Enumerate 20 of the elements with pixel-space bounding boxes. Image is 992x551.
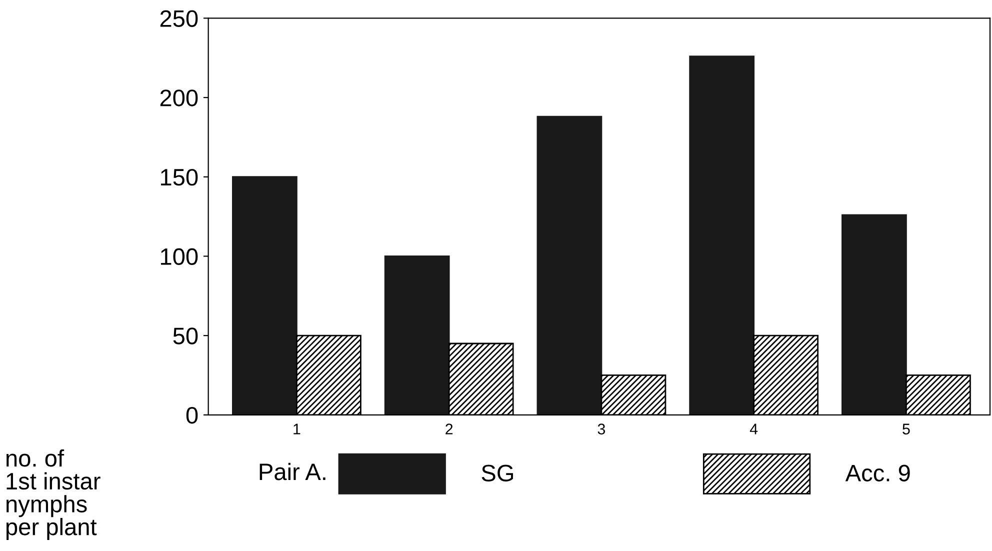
y-tick-label: 0 bbox=[186, 406, 198, 424]
bar bbox=[536, 116, 602, 415]
y-tick-label: 150 bbox=[161, 168, 198, 186]
legend-label: SG bbox=[482, 464, 514, 482]
bar bbox=[232, 176, 298, 415]
x-tick-label: 1 bbox=[294, 424, 300, 434]
y-tick-label: 200 bbox=[160, 90, 198, 106]
legend-label: Acc. 9 bbox=[845, 464, 910, 482]
x-tick-label: 5 bbox=[902, 424, 910, 434]
bar bbox=[384, 256, 450, 415]
x-tick-label: 3 bbox=[598, 424, 606, 434]
y-tick-label: 50 bbox=[173, 328, 198, 344]
x-tick-label: 4 bbox=[750, 424, 758, 434]
bar bbox=[689, 56, 755, 415]
x-tick-label: 2 bbox=[446, 424, 453, 434]
y-axis-title: no. of 1st instar nymphs per plant bbox=[6, 449, 100, 540]
bar bbox=[842, 214, 907, 415]
legend-title: Pair A. bbox=[260, 462, 326, 480]
y-tick-label: 100 bbox=[161, 248, 198, 266]
y-tick-label: 250 bbox=[160, 10, 198, 27]
